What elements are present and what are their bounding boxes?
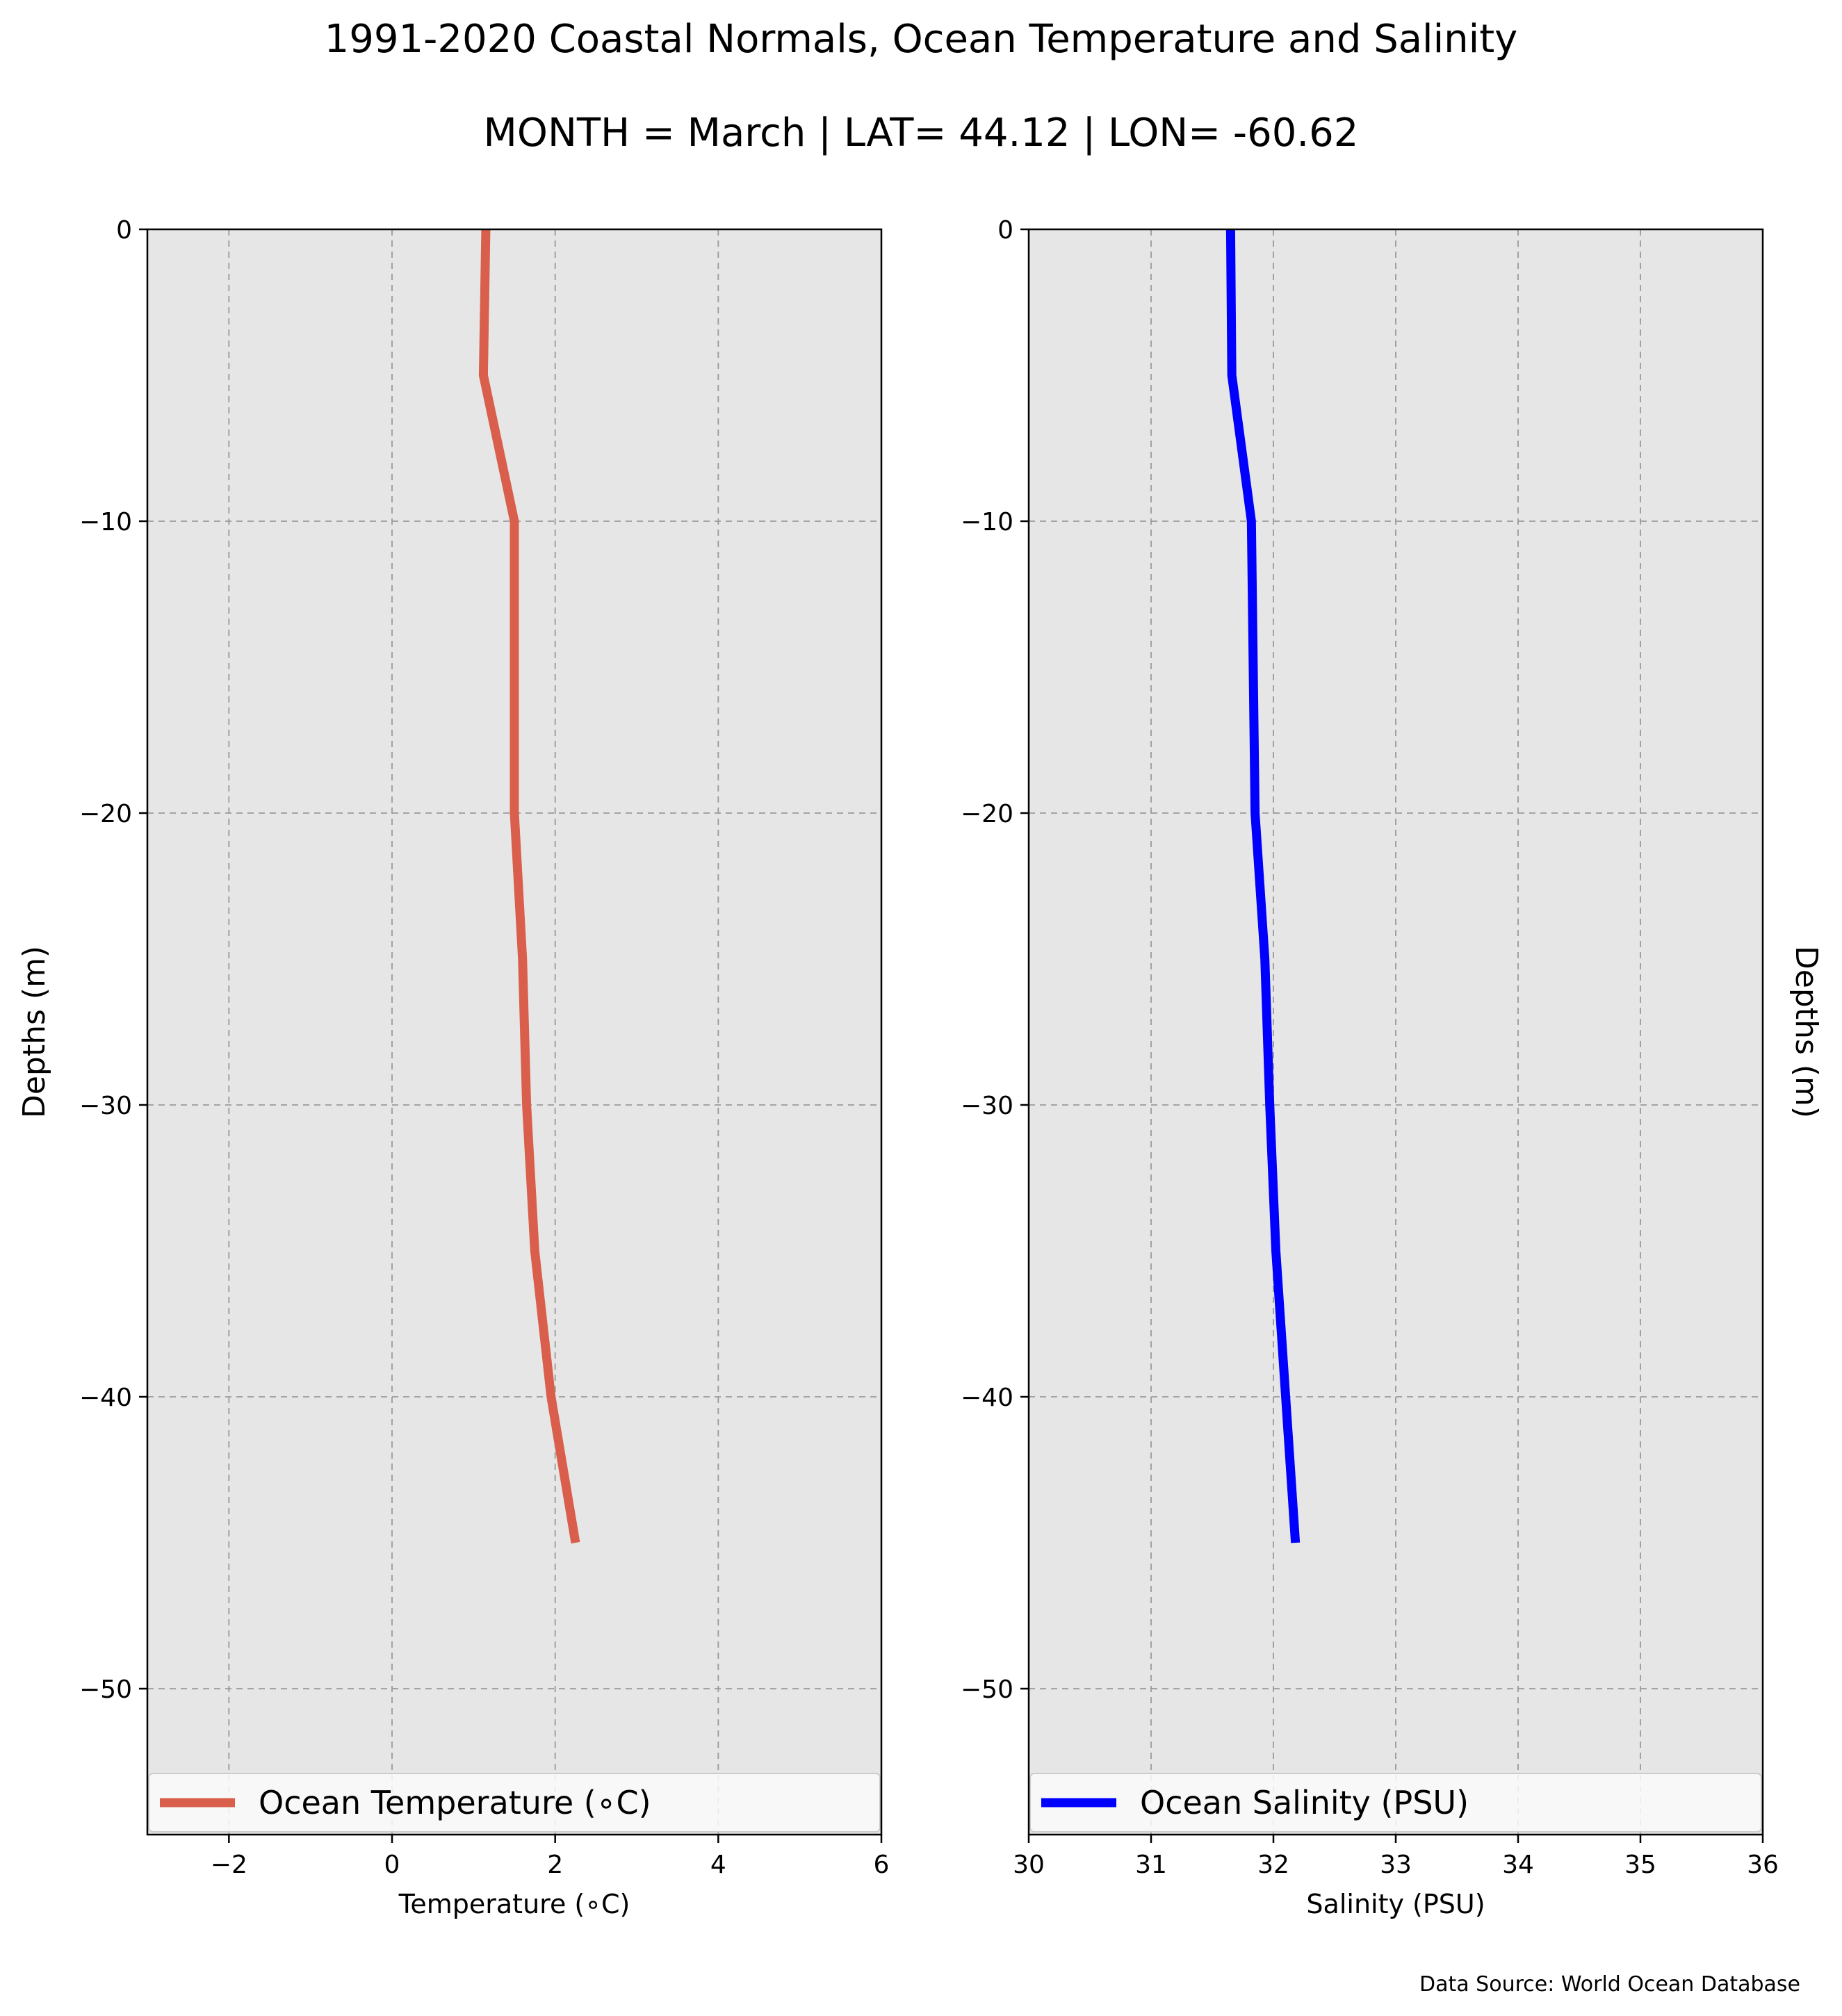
- data-source-note: Data Source: World Ocean Database: [1419, 1972, 1800, 1997]
- y-tick-label: −40: [961, 1384, 1013, 1412]
- plot-frame: [146, 228, 883, 1836]
- y-tick-label: 0: [116, 216, 132, 245]
- x-tick-label: 33: [1380, 1851, 1412, 1879]
- x-tick-label: 32: [1257, 1851, 1289, 1879]
- y-tick-label: −20: [79, 800, 132, 828]
- x-tick-label: 6: [874, 1851, 890, 1879]
- series-line: [1225, 229, 1301, 1543]
- temperature-panel: Ocean Temperature (∘C)−2 0 2 4 60−10−20−30−4…: [17, 216, 889, 1919]
- x-tick-label: 34: [1502, 1851, 1534, 1879]
- y-axis-label: Depths (m): [1788, 946, 1824, 1118]
- legend-label: Ocean Salinity (PSU): [1140, 1784, 1469, 1821]
- y-tick-label: −10: [79, 508, 132, 536]
- x-axis-label: Salinity (PSU): [1306, 1889, 1485, 1919]
- y-tick-label: −50: [961, 1675, 1013, 1704]
- legend-box: [148, 1773, 881, 1833]
- x-tick-label: 36: [1747, 1851, 1779, 1879]
- y-tick-label: −30: [79, 1092, 132, 1120]
- x-tick-label: 35: [1624, 1851, 1656, 1879]
- legend-label: Ocean Temperature (∘C): [259, 1784, 651, 1821]
- x-tick-label: 4: [710, 1851, 726, 1879]
- x-axis-label: Temperature (∘C): [398, 1889, 630, 1919]
- legend-box: [1029, 1773, 1762, 1833]
- x-tick-label: 30: [1013, 1851, 1045, 1879]
- x-tick-label: 2: [547, 1851, 563, 1879]
- figure-title: 1991-2020 Coastal Normals, Ocean Tempera…: [325, 17, 1518, 62]
- y-tick-label: −20: [961, 800, 1013, 828]
- y-axis-label: Depths (m): [17, 946, 52, 1118]
- y-tick-label: −40: [79, 1384, 132, 1412]
- figure-subtitle: MONTH = March | LAT= 44.12 | LON= -60.62: [484, 110, 1359, 156]
- x-tick-label: 31: [1135, 1851, 1167, 1879]
- y-tick-label: 0: [997, 216, 1013, 245]
- plot-area: [147, 229, 881, 1835]
- y-tick-label: −50: [79, 1675, 132, 1704]
- series-line: [478, 229, 580, 1544]
- x-tick-label: 0: [384, 1851, 400, 1879]
- y-tick-label: −30: [961, 1092, 1013, 1120]
- x-tick-label: −2: [211, 1851, 247, 1879]
- y-tick-label: −10: [961, 508, 1013, 536]
- salinity-panel: Ocean Salinity (PSU) 30 31 32 33 34 35 36 0 −10 −2…: [961, 216, 1824, 1919]
